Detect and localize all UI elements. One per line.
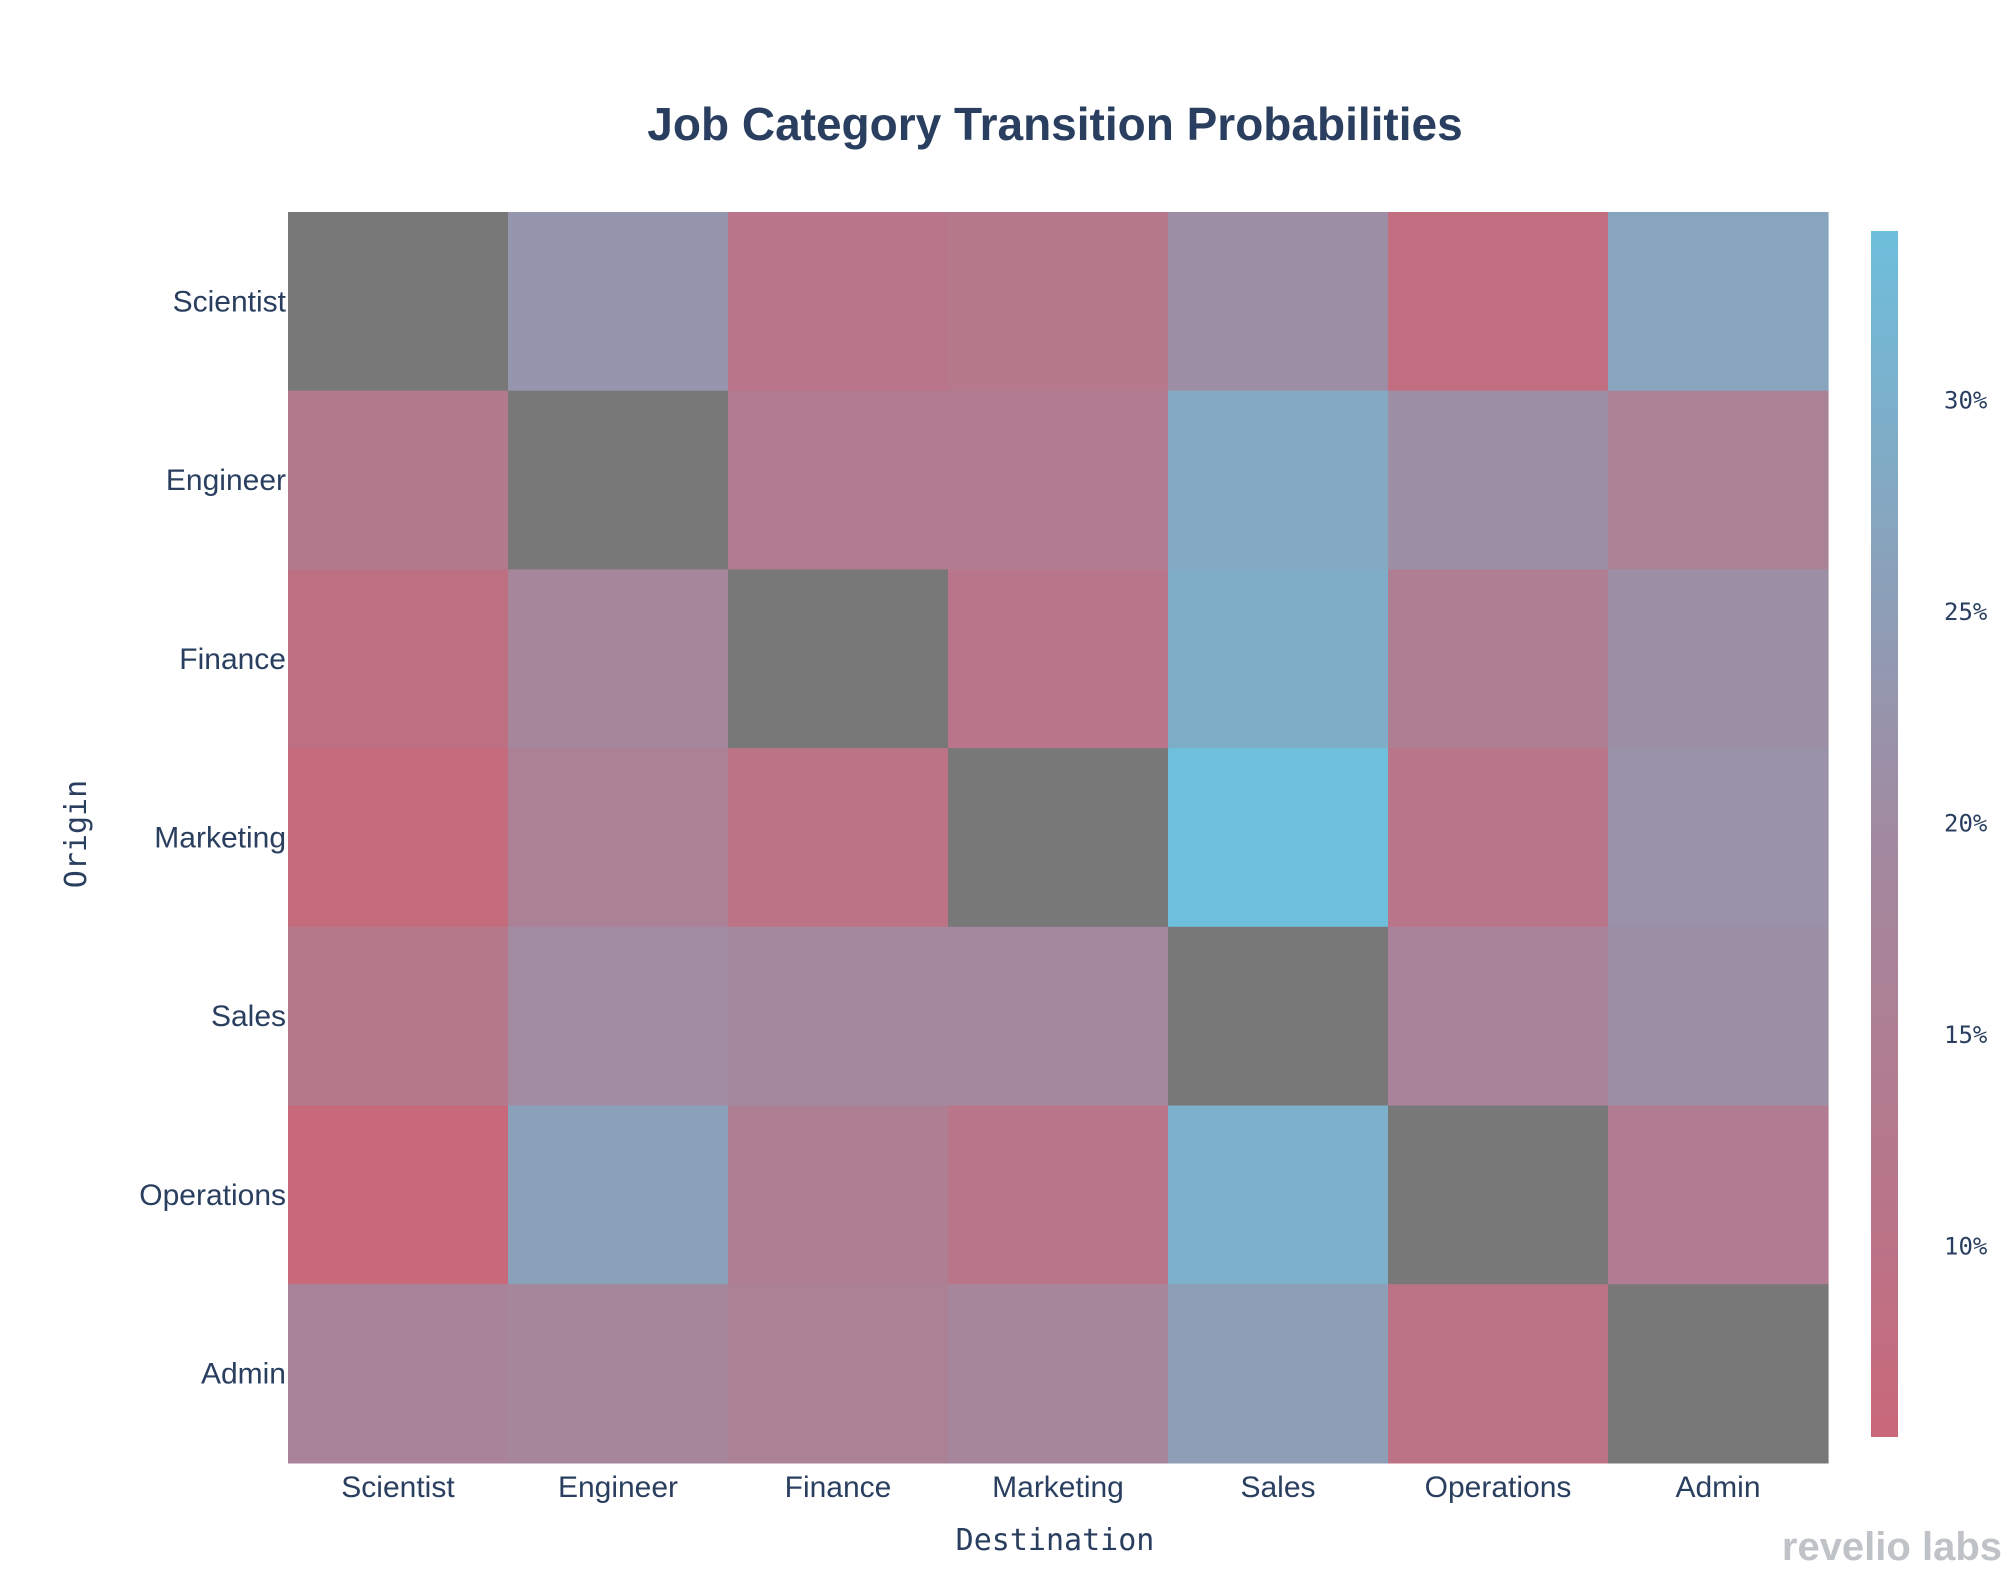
heatmap-cell-0-6 [1608,212,1829,392]
heatmap-cell-3-3 [948,748,1169,928]
heatmap-cell-3-1 [508,748,729,928]
y-tick-label: Scientist [173,285,287,318]
heatmap-cell-6-2 [728,1284,949,1464]
colorbar-tick-label: 15% [1944,1021,1988,1049]
heatmap-cell-3-0 [288,748,509,928]
heatmap-cell-3-4 [1168,748,1389,928]
heatmap-cell-2-3 [948,569,1169,749]
x-tick-label: Marketing [992,1471,1124,1504]
y-tick-label: Marketing [154,821,286,854]
heatmap-cell-0-3 [948,212,1169,392]
heatmap-cell-2-0 [288,569,509,749]
heatmap-cell-4-5 [1388,926,1609,1107]
heatmap-cell-1-4 [1168,390,1389,570]
heatmap-cell-5-2 [728,1105,949,1285]
heatmap-cell-5-4 [1168,1105,1389,1285]
brand-logo: revelio labs [1782,1525,2002,1569]
y-axis-ticks: Scientist Engineer Finance Marketing Sales Op… [139,285,286,1390]
heatmap-cell-6-0 [288,1284,509,1464]
heatmap-cell-2-4 [1168,569,1389,749]
heatmap-cell-4-6 [1608,926,1829,1107]
heatmap-cell-5-0 [288,1105,509,1285]
heatmap-cell-4-1 [508,926,729,1107]
x-tick-label: Admin [1675,1471,1760,1504]
x-axis-ticks: Scientist Engineer Finance Marketing Sales Op… [341,1471,1760,1504]
heatmap-cell-0-1 [508,212,729,392]
heatmap-cell-6-3 [948,1284,1169,1464]
x-tick-label: Sales [1240,1471,1315,1504]
heatmap-cell-1-5 [1388,390,1609,570]
colorbar-tick-label: 25% [1944,598,1988,626]
heatmap-cells [288,212,1829,1464]
x-tick-label: Engineer [558,1471,678,1504]
x-axis-title: Destination [956,1523,1155,1558]
heatmap-cell-0-4 [1168,212,1389,392]
heatmap-cell-3-5 [1388,748,1609,928]
heatmap-cell-4-0 [288,926,509,1107]
colorbar-tick-label: 30% [1944,386,1988,414]
heatmap-cell-1-0 [288,390,509,570]
heatmap-cell-4-4 [1168,926,1389,1107]
colorbar-tick-label: 20% [1944,809,1988,837]
heatmap-cell-3-6 [1608,748,1829,928]
x-tick-label: Finance [785,1471,892,1504]
heatmap-cell-5-5 [1388,1105,1609,1285]
heatmap-cell-5-6 [1608,1105,1829,1285]
y-tick-label: Sales [211,1000,286,1033]
y-tick-label: Finance [179,643,286,676]
x-tick-label: Operations [1425,1471,1572,1504]
heatmap-cell-1-2 [728,390,949,570]
heatmap-cell-0-0 [288,212,509,392]
heatmap-cell-3-2 [728,748,949,928]
heatmap-cell-6-5 [1388,1284,1609,1464]
colorbar [1871,231,1898,1437]
heatmap-cell-1-6 [1608,390,1829,570]
y-tick-label: Admin [201,1358,286,1391]
heatmap-cell-4-2 [728,926,949,1107]
heatmap-cell-4-3 [948,926,1169,1107]
heatmap-cell-2-2 [728,569,949,749]
heatmap-cell-6-4 [1168,1284,1389,1464]
y-tick-label: Engineer [166,464,286,497]
heatmap-cell-2-5 [1388,569,1609,749]
heatmap-cell-5-1 [508,1105,729,1285]
x-tick-label: Scientist [341,1471,455,1504]
heatmap-cell-5-3 [948,1105,1169,1285]
heatmap-cell-6-1 [508,1284,729,1464]
heatmap-cell-2-1 [508,569,729,749]
heatmap-cell-2-6 [1608,569,1829,749]
chart-title: Job Category Transition Probabilities [647,98,1462,150]
heatmap-cell-0-5 [1388,212,1609,392]
y-axis-title: Origin [59,780,94,888]
heatmap-cell-6-6 [1608,1284,1829,1464]
heatmap-cell-0-2 [728,212,949,392]
colorbar-ticks: 10% 15% 20% 25% 30% [1944,386,1988,1260]
colorbar-tick-label: 10% [1944,1233,1988,1261]
y-tick-label: Operations [139,1179,286,1212]
heatmap-cell-1-3 [948,390,1169,570]
heatmap-cell-1-1 [508,390,729,570]
